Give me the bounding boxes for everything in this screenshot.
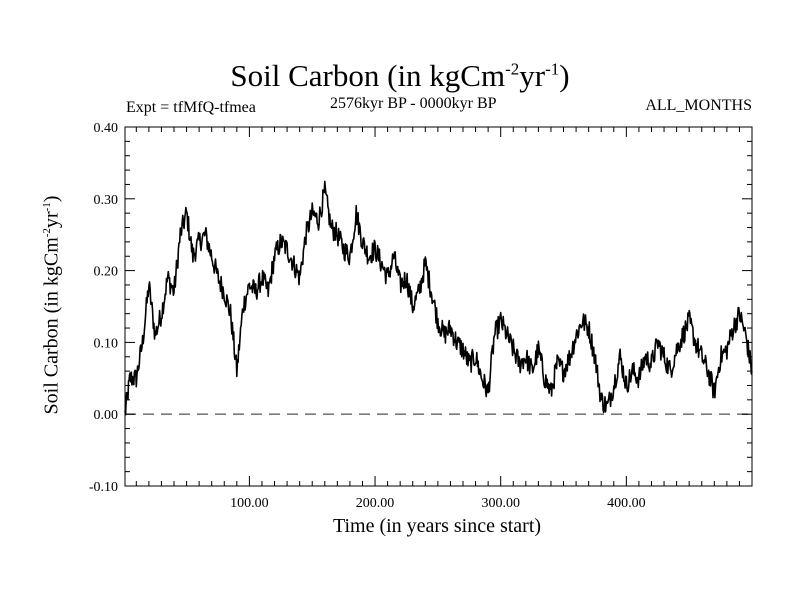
series-line-soil-carbon bbox=[124, 180, 753, 416]
x-tick-label: 300.00 bbox=[481, 496, 520, 511]
plot-frame bbox=[124, 126, 753, 487]
y-tick-label: -0.10 bbox=[89, 480, 118, 495]
experiment-label: Expt = tfMfQ-tfmea bbox=[126, 99, 256, 116]
y-tick-label: 0.10 bbox=[94, 336, 119, 351]
y-tick-label: 0.20 bbox=[94, 265, 119, 280]
y-tick-label: 0.00 bbox=[94, 408, 119, 423]
y-tick-label: 0.30 bbox=[94, 193, 119, 208]
x-tick-label: 400.00 bbox=[607, 496, 646, 511]
period-label: 2576kyr BP - 0000kyr BP bbox=[330, 95, 497, 112]
y-tick-label: 0.40 bbox=[94, 121, 119, 136]
months-label: ALL_MONTHS bbox=[645, 97, 752, 114]
x-axis-label: Time (in years since start) bbox=[332, 515, 542, 537]
y-axis-label: Soil Carbon (in kgCm-2yr-1) bbox=[40, 195, 63, 415]
x-tick-label: 100.00 bbox=[230, 496, 269, 511]
chart-title: Soil Carbon (in kgCm-2yr-1) bbox=[230, 58, 570, 93]
x-tick-label: 200.00 bbox=[356, 496, 395, 511]
